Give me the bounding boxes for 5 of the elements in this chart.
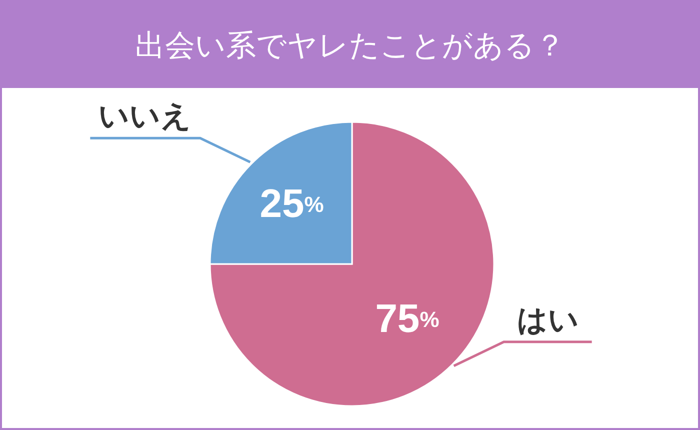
slice-label: いいえ [98, 99, 192, 134]
data-label: 75% [375, 297, 440, 342]
slice-label: はい [516, 302, 579, 338]
chart-title: 出会い系でヤレたことがある？ [135, 28, 565, 64]
data-label: 25% [260, 182, 324, 226]
